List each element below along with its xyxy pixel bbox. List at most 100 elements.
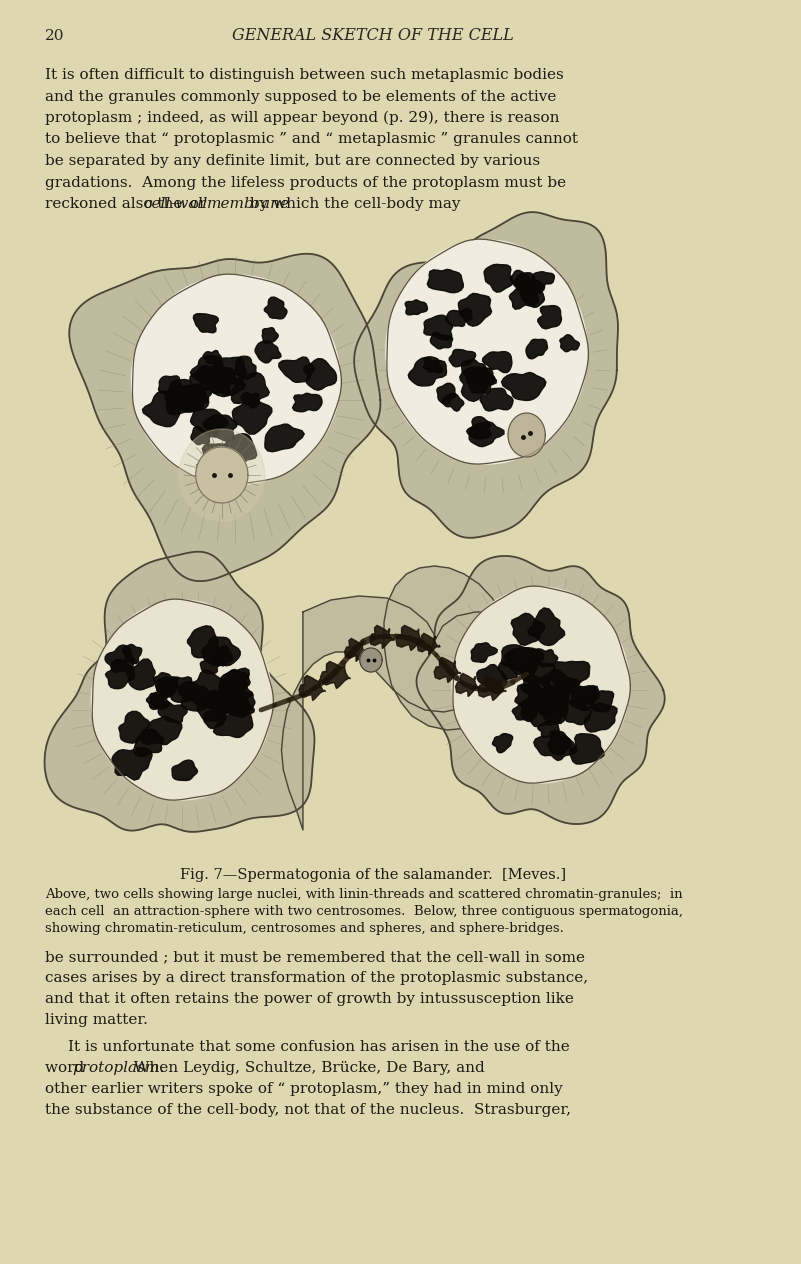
Text: reckoned also the: reckoned also the [45, 197, 187, 211]
Polygon shape [424, 315, 453, 340]
Polygon shape [262, 327, 278, 344]
Polygon shape [533, 733, 578, 761]
Polygon shape [521, 698, 562, 727]
Polygon shape [265, 425, 304, 451]
Polygon shape [214, 710, 253, 737]
Polygon shape [344, 638, 368, 661]
Polygon shape [478, 675, 506, 700]
Polygon shape [105, 645, 135, 672]
Polygon shape [417, 633, 441, 655]
Polygon shape [224, 681, 252, 708]
Polygon shape [69, 254, 380, 581]
Polygon shape [423, 356, 443, 373]
Polygon shape [570, 685, 598, 710]
Polygon shape [529, 272, 554, 289]
Text: cell-wall: cell-wall [143, 197, 207, 211]
Polygon shape [197, 695, 236, 722]
Polygon shape [231, 373, 269, 403]
Polygon shape [202, 637, 240, 666]
Polygon shape [508, 413, 545, 458]
Polygon shape [514, 273, 545, 296]
Polygon shape [187, 670, 226, 707]
Polygon shape [211, 646, 233, 666]
Polygon shape [191, 408, 227, 437]
Polygon shape [199, 367, 235, 388]
Polygon shape [106, 660, 135, 689]
Text: It is often difficult to distinguish between such metaplasmic bodies: It is often difficult to distinguish bet… [45, 68, 563, 82]
Polygon shape [241, 393, 260, 408]
Polygon shape [456, 674, 481, 696]
Polygon shape [292, 393, 322, 412]
Polygon shape [320, 661, 351, 689]
Polygon shape [193, 313, 219, 332]
Polygon shape [493, 733, 513, 753]
Polygon shape [452, 586, 629, 782]
Polygon shape [224, 459, 244, 475]
Text: Above, two cells showing large nuclei, with linin-threads and scattered chromati: Above, two cells showing large nuclei, w… [45, 889, 682, 901]
Text: be separated by any definite limit, but are connected by various: be separated by any definite limit, but … [45, 154, 540, 168]
Polygon shape [480, 388, 513, 411]
Polygon shape [405, 300, 428, 315]
Polygon shape [179, 681, 215, 712]
Polygon shape [281, 566, 541, 830]
Polygon shape [561, 699, 591, 724]
Polygon shape [537, 722, 559, 737]
Polygon shape [255, 341, 281, 363]
Text: each cell  an attraction-sphere with two centrosomes.  Below, three contiguous s: each cell an attraction-sphere with two … [45, 905, 682, 918]
Polygon shape [279, 356, 315, 383]
Polygon shape [172, 760, 198, 781]
Polygon shape [498, 662, 517, 679]
Polygon shape [469, 422, 504, 446]
Polygon shape [165, 379, 199, 410]
Polygon shape [143, 391, 180, 427]
Polygon shape [555, 680, 576, 696]
Polygon shape [203, 415, 237, 441]
Polygon shape [541, 670, 575, 705]
Polygon shape [537, 306, 562, 329]
Text: Fig. 7—Spermatogonia of the salamander.  [Meves.]: Fig. 7—Spermatogonia of the salamander. … [179, 868, 566, 882]
Polygon shape [155, 679, 178, 696]
Polygon shape [534, 688, 569, 723]
Text: showing chromatin-reticulum, centrosomes and spheres, and sphere-bridges.: showing chromatin-reticulum, centrosomes… [45, 921, 564, 935]
Polygon shape [482, 351, 512, 373]
Polygon shape [458, 293, 492, 326]
Polygon shape [147, 694, 168, 708]
Polygon shape [460, 367, 495, 402]
Polygon shape [360, 648, 382, 672]
Text: be surrounded ; but it must be remembered that the cell-wall in some: be surrounded ; but it must be remembere… [45, 951, 585, 964]
Text: 20: 20 [45, 29, 64, 43]
Text: and that it often retains the power of growth by intussusception like: and that it often retains the power of g… [45, 992, 574, 1006]
Polygon shape [430, 332, 453, 349]
Text: to believe that “ protoplasmic ” and “ metaplasmic ” granules cannot: to believe that “ protoplasmic ” and “ m… [45, 133, 578, 147]
Polygon shape [219, 669, 250, 695]
Polygon shape [386, 240, 587, 464]
Polygon shape [512, 702, 540, 722]
Text: by which the cell-body may: by which the cell-body may [245, 197, 461, 211]
Polygon shape [427, 269, 463, 293]
Polygon shape [304, 359, 336, 391]
Polygon shape [510, 270, 529, 291]
Polygon shape [354, 212, 618, 537]
Polygon shape [501, 373, 546, 401]
Polygon shape [449, 349, 476, 367]
Polygon shape [219, 670, 248, 691]
Polygon shape [521, 674, 541, 694]
Polygon shape [156, 676, 178, 696]
Polygon shape [166, 386, 206, 415]
Polygon shape [434, 657, 461, 683]
Text: protoplasm.: protoplasm. [72, 1060, 164, 1074]
Polygon shape [585, 703, 617, 732]
Polygon shape [207, 358, 247, 387]
Polygon shape [501, 645, 544, 675]
Polygon shape [131, 276, 340, 485]
Text: gradations.  Among the lifeless products of the protoplasm must be: gradations. Among the lifeless products … [45, 176, 566, 190]
Polygon shape [526, 339, 547, 359]
Polygon shape [141, 717, 182, 744]
Polygon shape [203, 368, 246, 396]
Polygon shape [570, 733, 604, 763]
Polygon shape [528, 680, 563, 709]
Polygon shape [509, 283, 538, 310]
Polygon shape [187, 626, 219, 657]
Polygon shape [515, 684, 550, 715]
Polygon shape [45, 551, 315, 832]
